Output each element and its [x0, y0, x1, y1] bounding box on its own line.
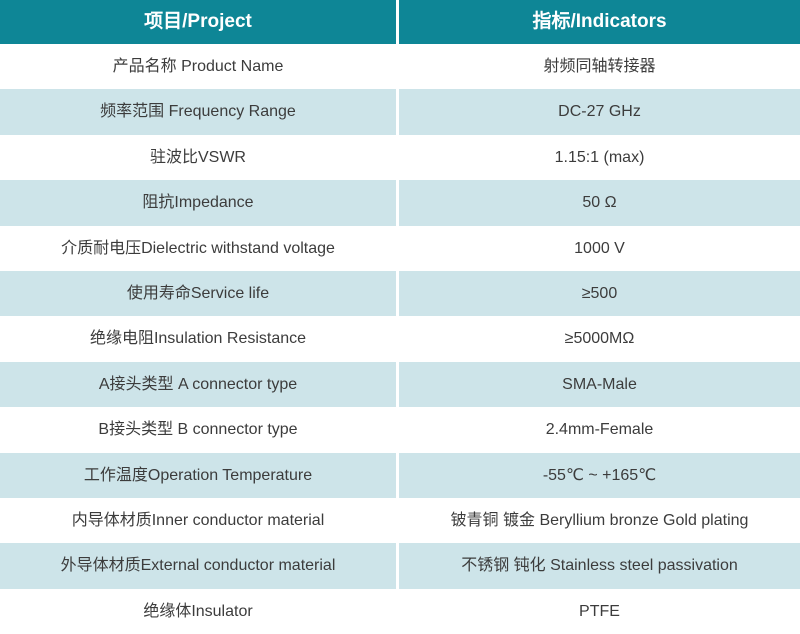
project-cell: 产品名称 Product Name: [0, 44, 399, 90]
header-project: 项目/Project: [0, 0, 399, 44]
indicator-cell: ≥500: [581, 285, 618, 303]
table-row: 驻波比VSWR 1.15:1 (max): [0, 134, 800, 181]
project-cell: 介质耐电压Dielectric withstand voltage: [0, 225, 399, 271]
table-row: 频率范围 Frequency Range DC-27 GHz: [0, 89, 800, 135]
project-cell: A接头类型 A connector type: [0, 361, 399, 408]
indicator-cell: 2.4mm-Female: [545, 421, 654, 439]
project-cell: 驻波比VSWR: [0, 134, 399, 181]
project-cell: 绝缘体Insulator: [0, 588, 399, 634]
table-header-row: 项目/Project 指标/Indicators: [0, 0, 800, 44]
table-row: 阻抗Impedance 50 Ω: [0, 180, 800, 226]
table-row: 介质耐电压Dielectric withstand voltage 1000 V: [0, 225, 800, 271]
indicator-cell: DC-27 GHz: [558, 103, 641, 121]
indicator-cell: 不锈钢 钝化 Stainless steel passivation: [461, 557, 738, 575]
indicator-cell: ≥5000MΩ: [564, 330, 635, 348]
indicator-cell: 射频同轴转接器: [543, 58, 656, 76]
indicator-cell: 铍青铜 镀金 Beryllium bronze Gold plating: [450, 512, 749, 529]
table-row: 内导体材质Inner conductor material 铍青铜 镀金 Ber…: [0, 497, 800, 544]
table-row: 使用寿命Service life ≥500: [0, 270, 800, 317]
indicator-cell: 1.15:1 (max): [554, 148, 645, 166]
table-row: B接头类型 B connector type 2.4mm-Female: [0, 407, 800, 453]
table-row: A接头类型 A connector type SMA-Male: [0, 361, 800, 408]
project-cell: 工作温度Operation Temperature: [0, 452, 399, 498]
project-cell: 绝缘电阻Insulation Resistance: [0, 316, 399, 362]
project-cell: 内导体材质Inner conductor material: [0, 497, 399, 544]
project-cell: 使用寿命Service life: [0, 270, 399, 317]
project-cell: 频率范围 Frequency Range: [0, 89, 399, 135]
header-indicators: 指标/Indicators: [532, 10, 667, 32]
indicator-cell: SMA-Male: [562, 375, 637, 393]
table-row: 产品名称 Product Name 射频同轴转接器: [0, 44, 800, 90]
table-row: 外导体材质External conductor material 不锈钢 钝化 …: [0, 543, 800, 589]
indicator-cell: 50 Ω: [582, 194, 617, 212]
project-cell: 阻抗Impedance: [0, 180, 399, 226]
table-row: 工作温度Operation Temperature -55℃ ~ +165℃: [0, 452, 800, 498]
project-cell: B接头类型 B connector type: [0, 407, 399, 453]
indicator-cell: -55℃ ~ +165℃: [542, 466, 657, 484]
indicator-cell: PTFE: [579, 602, 620, 620]
table-row: 绝缘体Insulator PTFE: [0, 588, 800, 634]
indicator-cell: 1000 V: [574, 239, 625, 257]
table-row: 绝缘电阻Insulation Resistance ≥5000MΩ: [0, 316, 800, 362]
project-cell: 外导体材质External conductor material: [0, 543, 399, 589]
